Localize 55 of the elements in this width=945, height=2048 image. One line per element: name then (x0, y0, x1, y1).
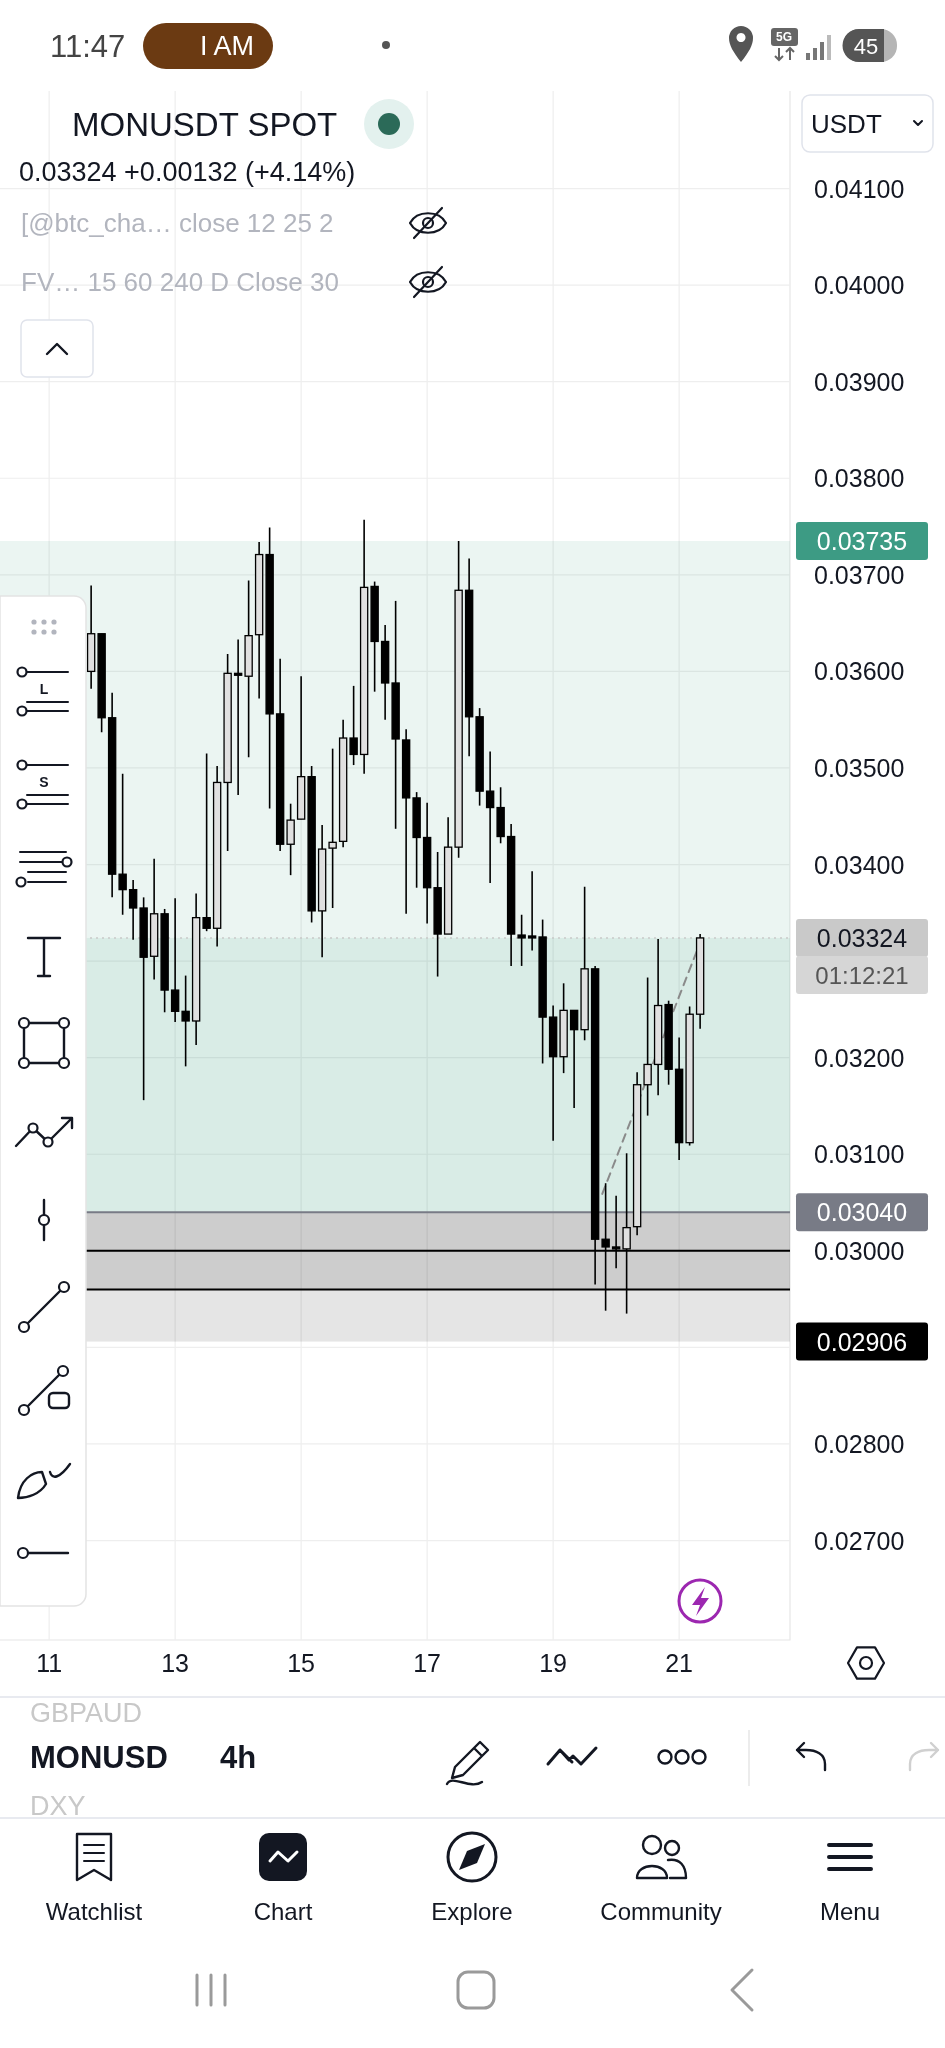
text: Community (600, 1897, 722, 1925)
text: USDT (811, 109, 882, 139)
candlestick (643, 976, 652, 1117)
y-tick-label: 0.04000 (814, 271, 905, 300)
text: Menu (819, 1897, 881, 1925)
x-tick-label: 11 (36, 1649, 63, 1677)
candlestick (118, 772, 127, 916)
band-label: 0.03735 (816, 527, 908, 556)
text: 11:47 (50, 28, 126, 64)
candlestick (485, 750, 495, 884)
y-tick-label: 0.03800 (814, 464, 905, 493)
text: Chart (253, 1897, 313, 1925)
chart-title: MONUSDT SPOT (72, 105, 338, 143)
y-tick-label: 0.03900 (814, 367, 905, 396)
y-tick-label: 0.03100 (814, 1140, 905, 1169)
y-tick-label: 0.03400 (814, 850, 905, 879)
candlestick (170, 897, 180, 1023)
y-tick-label: 0.02800 (814, 1429, 905, 1458)
candlestick (181, 974, 190, 1068)
ref-line-label: 0.03324 (816, 923, 908, 952)
text: 4h (220, 1739, 257, 1775)
candlestick (128, 879, 138, 941)
y-tick-label: 0.03000 (814, 1236, 905, 1265)
text: 5G (775, 30, 793, 44)
x-tick-label: 21 (665, 1649, 694, 1677)
candlestick (202, 752, 211, 932)
text: Watchlist (45, 1897, 143, 1925)
annotation: [@btc_cha… close 12 25 2 (21, 208, 334, 238)
y-tick-label: 0.03500 (814, 753, 905, 782)
candlestick (349, 685, 358, 766)
candlestick (527, 870, 537, 952)
candlestick (328, 747, 337, 909)
text: 01:12:21 (815, 961, 909, 989)
y-tick-label: 0.02700 (814, 1526, 905, 1555)
annotation: L (39, 681, 49, 697)
text: MONUSD (30, 1739, 168, 1775)
text: Explore (431, 1897, 513, 1925)
annotation: S (39, 774, 49, 790)
x-tick-label: 19 (539, 1649, 568, 1677)
candlestick (517, 913, 526, 967)
y-tick-label: 0.04100 (814, 174, 905, 203)
x-tick-label: 15 (287, 1649, 316, 1677)
text: 45 (853, 33, 879, 59)
y-tick-label: 0.03600 (814, 657, 905, 686)
x-tick-label: 13 (161, 1649, 190, 1677)
band-label: 0.02906 (816, 1327, 908, 1356)
x-tick-label: 17 (413, 1649, 442, 1677)
candlestick (569, 1009, 579, 1109)
y-tick-label: 0.03200 (814, 1043, 905, 1072)
annotation: FV… 15 60 240 D Close 30 (21, 267, 339, 297)
text: I AM (200, 31, 255, 61)
candlestick (233, 638, 243, 796)
text: 0.03324 +0.00132 (+4.14%) (19, 157, 356, 187)
y-tick-label: 0.03700 (814, 560, 905, 589)
ref-line-label: 0.03040 (816, 1198, 908, 1227)
